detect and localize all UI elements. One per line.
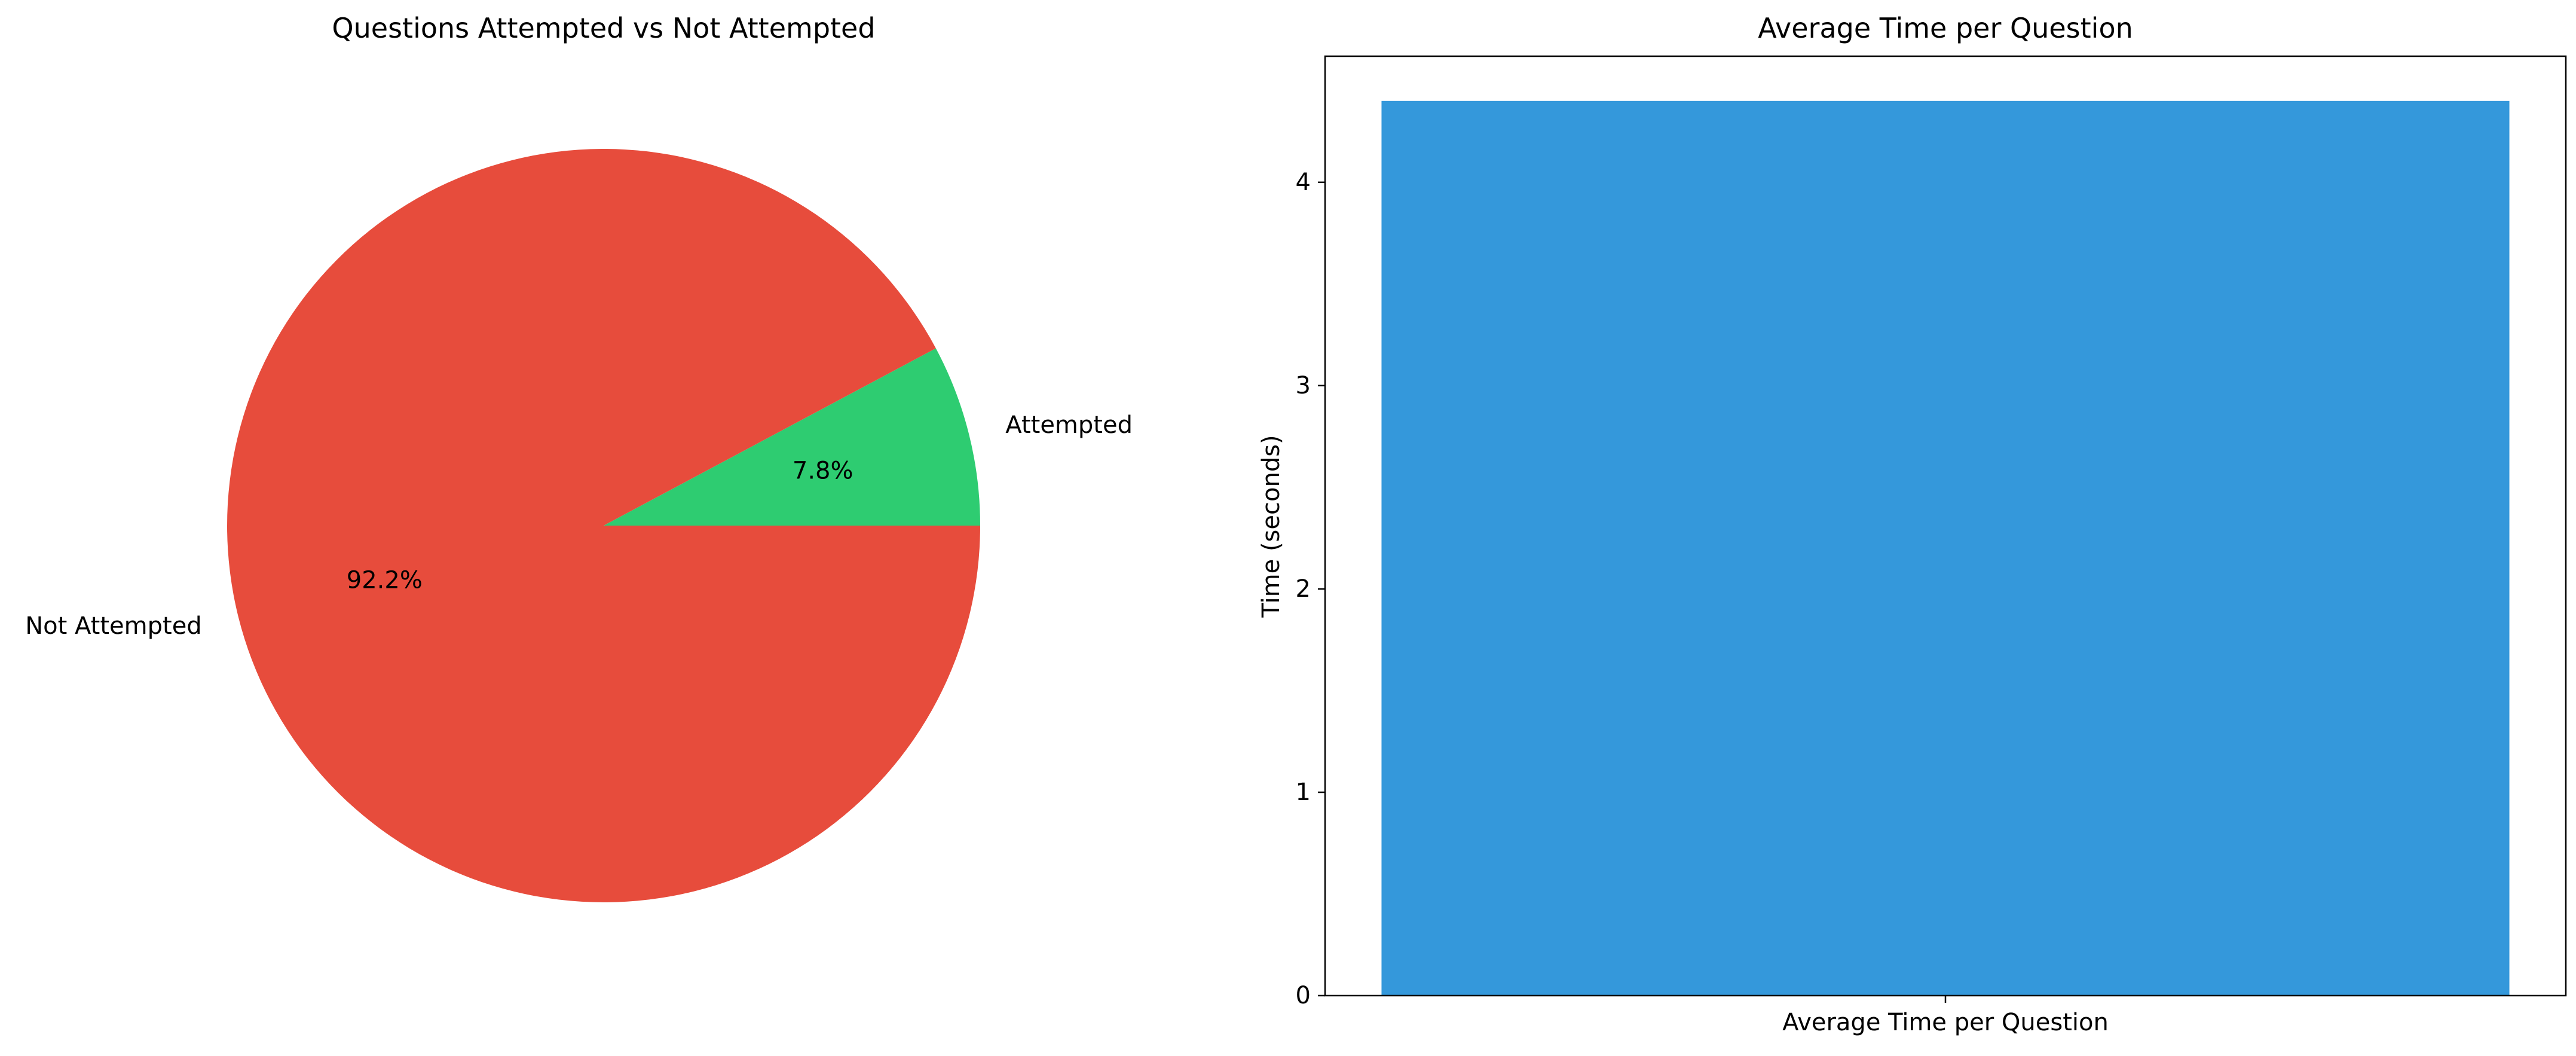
pie-labels: Attempted 7.8% Not Attempted 92.2%	[25, 411, 1133, 640]
pie-slices	[227, 148, 980, 902]
plot-frame	[1324, 55, 2567, 997]
y-tick-label: 0	[1296, 982, 1311, 1009]
bars	[1381, 100, 2510, 996]
x-axis-ticks: Average Time per Question	[1782, 996, 2109, 1036]
pie-pct-attempted: 7.8%	[793, 457, 853, 484]
pie-slice-not-attempted	[227, 148, 980, 902]
bar-average-time-per-question	[1381, 100, 2510, 996]
y-axis-label: Time (seconds)	[1258, 435, 1285, 618]
y-tick-label: 1	[1296, 779, 1311, 806]
pie-label-attempted: Attempted	[1005, 411, 1133, 439]
x-tick-label: Average Time per Question	[1782, 1009, 2109, 1036]
pie-pct-not-attempted: 92.2%	[347, 567, 423, 594]
y-axis-ticks: 0 1 2 3 4	[1296, 169, 1325, 1009]
y-tick-label: 4	[1296, 169, 1311, 196]
pie-label-not-attempted: Not Attempted	[25, 612, 201, 640]
y-tick-label: 2	[1296, 575, 1311, 603]
bar-title: Average Time per Question	[1758, 12, 2133, 44]
pie-slice-attempted	[604, 348, 980, 526]
pie-title: Questions Attempted vs Not Attempted	[332, 12, 875, 44]
pie-chart: Questions Attempted vs Not Attempted Att…	[25, 12, 1133, 902]
y-tick-label: 3	[1296, 372, 1311, 399]
bar-chart: Average Time per Question 0 1 2 3 4 Average …	[1258, 12, 2567, 1036]
